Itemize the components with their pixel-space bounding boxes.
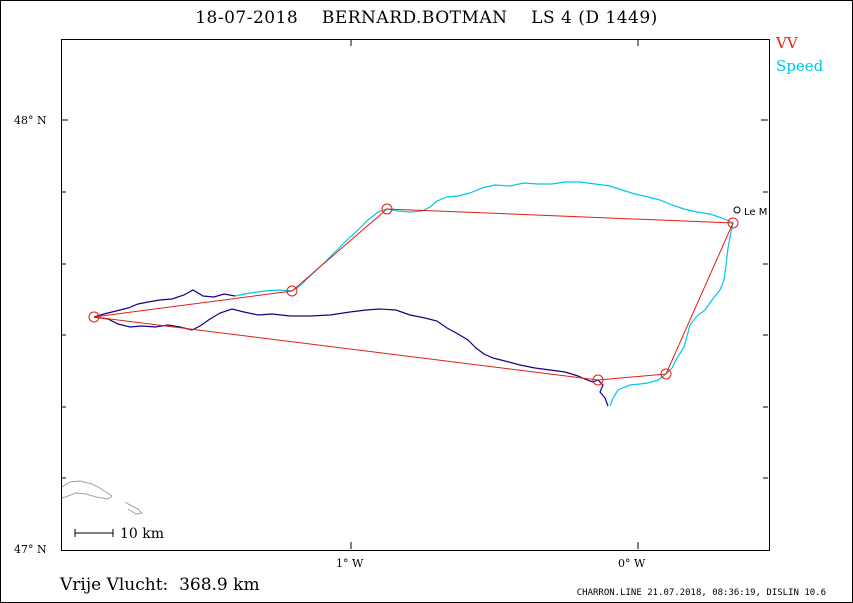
turnpoint-1	[286, 285, 298, 297]
lon-label-1w: 1° W	[336, 557, 364, 570]
flight-title: 18-07-2018 BERNARD.BOTMAN LS 4 (D 1449)	[195, 8, 658, 28]
track-speed	[234, 181, 734, 407]
lat-ticks	[61, 39, 768, 549]
free-flight-distance: Vrije Vlucht: 368.9 km	[60, 575, 260, 595]
lat-label-47: 47° N	[14, 543, 47, 556]
track-vario	[93, 289, 609, 407]
task-route	[93, 208, 734, 381]
town-label: Le M	[744, 207, 768, 218]
lat-label-48: 48° N	[14, 114, 47, 127]
town-marker	[733, 206, 741, 214]
turnpoint-2	[381, 203, 393, 215]
legend-vv: VV	[776, 34, 798, 52]
coastline	[61, 480, 144, 515]
legend-speed: Speed	[776, 57, 824, 75]
turnpoint-3	[727, 217, 739, 229]
turnpoints	[88, 203, 739, 386]
scale-bar	[74, 529, 114, 537]
credit-line: CHARRON.LINE 21.07.2018, 08:36:19, DISLI…	[576, 588, 826, 598]
scale-bar-label: 10 km	[120, 526, 165, 542]
map-area	[61, 39, 770, 551]
turnpoint-start	[88, 311, 100, 323]
turnpoint-5	[592, 374, 604, 386]
turnpoint-4	[660, 368, 672, 380]
lon-label-0w: 0° W	[618, 557, 646, 570]
